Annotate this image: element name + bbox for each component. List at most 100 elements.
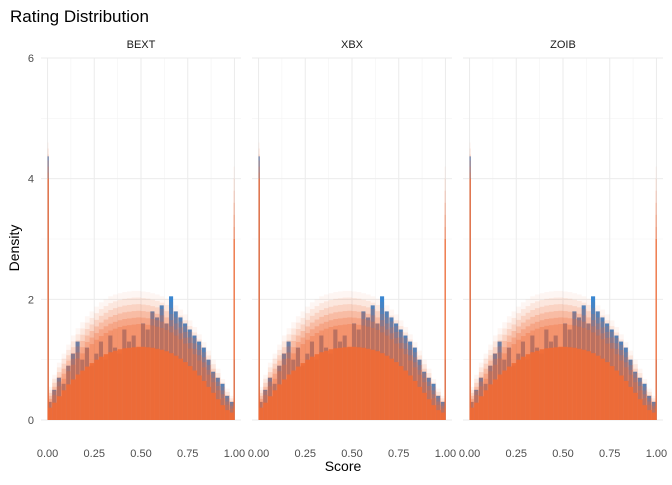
predicted-envelope [633, 364, 638, 420]
predicted-envelope [422, 364, 427, 420]
predicted-bar [211, 392, 216, 420]
predicted-bar [591, 353, 596, 420]
predicted-bar [66, 384, 71, 420]
predicted-envelope [436, 398, 441, 420]
predicted-bar [572, 347, 578, 420]
predicted-envelope [647, 391, 652, 420]
predicted-bar [577, 348, 582, 420]
predicted-bar [469, 178, 471, 420]
predicted-envelope [229, 398, 235, 420]
observed-bar [431, 383, 436, 420]
predicted-bar [623, 380, 629, 420]
predicted-bar [323, 350, 329, 420]
predicted-bar [122, 348, 127, 420]
predicted-envelope [225, 391, 230, 420]
predicted-bar [444, 239, 446, 420]
panel-zoib: ZOIB 0.00 0.25 0.50 0.75 1.00 [459, 39, 667, 460]
predicted-envelope [225, 388, 230, 420]
predicted-bar [333, 348, 338, 420]
predicted-bar [225, 410, 230, 420]
predicted-envelope [651, 403, 657, 420]
facet-label-xbx: XBX [341, 39, 364, 51]
predicted-envelope [440, 395, 446, 420]
predicted-bar [497, 374, 503, 420]
predicted-envelope [474, 374, 479, 420]
predicted-bar [347, 346, 352, 420]
predicted-bar [295, 366, 301, 420]
predicted-envelope [478, 367, 484, 420]
x-tick-label: 0.50 [341, 448, 362, 460]
predicted-envelope [651, 395, 657, 420]
observed-bar [651, 401, 656, 420]
predicted-bar [84, 366, 90, 420]
predicted-envelope [647, 395, 652, 420]
predicted-envelope [436, 391, 441, 420]
predicted-bar [637, 399, 643, 420]
predicted-envelope [211, 364, 216, 420]
predicted-bar [192, 370, 198, 420]
predicted-bar [384, 355, 390, 420]
predicted-envelope [225, 398, 230, 420]
predicted-envelope [215, 368, 221, 420]
predicted-envelope [47, 389, 53, 420]
chart-title: Rating Distribution [10, 7, 149, 26]
predicted-envelope [431, 382, 437, 420]
predicted-bar [173, 355, 179, 420]
x-tick-label: 0.25 [295, 448, 316, 460]
predicted-bar [314, 354, 320, 420]
observed-bar [426, 377, 431, 420]
predicted-bar [506, 366, 512, 420]
observed-bar [436, 395, 441, 420]
predicted-envelope [642, 382, 648, 420]
predicted-bar [647, 410, 652, 420]
predicted-bar [488, 384, 493, 420]
predicted-bar [417, 386, 423, 420]
observed-bar [220, 383, 225, 420]
predicted-bar [511, 363, 517, 420]
predicted-envelope [61, 353, 67, 420]
predicted-bar [197, 375, 202, 420]
predicted-bar [525, 354, 531, 420]
predicted-bar [277, 384, 282, 420]
predicted-envelope [220, 382, 226, 420]
predicted-bar [309, 356, 315, 420]
predicted-bar [150, 347, 156, 420]
predicted-bar [548, 347, 554, 420]
predicted-bar [544, 348, 549, 420]
predicted-bar [412, 380, 418, 420]
predicted-envelope [215, 377, 221, 420]
y-axis-label: Density [6, 225, 22, 272]
predicted-envelope [469, 392, 475, 420]
predicted-bar [394, 362, 399, 420]
predicted-envelope [436, 388, 441, 420]
predicted-envelope [52, 382, 57, 420]
panel-bext: BEXT 0.00 0.25 0.50 0.75 1.00 [37, 39, 245, 460]
predicted-bar [47, 178, 49, 420]
y-tick-label: 6 [28, 53, 34, 65]
predicted-bar [403, 370, 409, 420]
predicted-bar [319, 352, 324, 420]
predicted-bar [558, 346, 563, 420]
predicted-envelope [483, 353, 489, 420]
predicted-bar [52, 402, 57, 420]
predicted-envelope [66, 344, 71, 420]
y-tick-label: 0 [28, 415, 34, 427]
predicted-bar [108, 352, 113, 420]
predicted-bar [141, 346, 146, 420]
observed-bar [637, 377, 642, 420]
predicted-bar [563, 346, 568, 420]
predicted-envelope [229, 400, 235, 420]
predicted-envelope [229, 403, 235, 420]
predicted-bar [145, 347, 151, 420]
predicted-envelope [647, 398, 652, 420]
facet-label-bext: BEXT [127, 39, 156, 51]
predicted-bar [380, 353, 385, 420]
predicted-envelope [488, 344, 493, 420]
x-tick-label: 0.00 [37, 448, 58, 460]
predicted-bar [655, 239, 657, 420]
predicted-envelope [56, 362, 62, 420]
predicted-bar [375, 351, 381, 420]
x-tick-label: 0.50 [130, 448, 151, 460]
predicted-envelope [206, 350, 212, 420]
